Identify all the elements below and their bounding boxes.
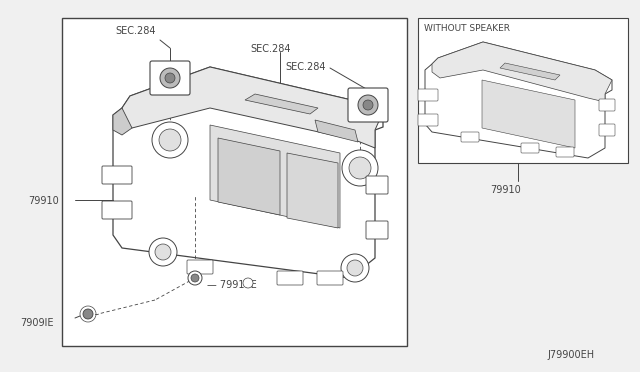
FancyBboxPatch shape [102, 166, 132, 184]
Polygon shape [113, 67, 383, 278]
Circle shape [349, 157, 371, 179]
Circle shape [342, 150, 378, 186]
FancyBboxPatch shape [599, 99, 615, 111]
Bar [418, 18, 628, 163]
Circle shape [155, 244, 171, 260]
FancyBboxPatch shape [461, 132, 479, 142]
Polygon shape [218, 138, 280, 215]
Circle shape [159, 129, 181, 151]
FancyBboxPatch shape [366, 176, 388, 194]
Polygon shape [482, 80, 575, 148]
Circle shape [358, 95, 378, 115]
Text: J79900EH: J79900EH [548, 350, 595, 360]
Circle shape [243, 278, 253, 288]
Bar [62, 18, 407, 346]
Circle shape [83, 309, 93, 319]
Text: — 79910E: — 79910E [207, 280, 257, 290]
Circle shape [341, 254, 369, 282]
Text: 79910: 79910 [28, 196, 59, 206]
Text: SEC.284: SEC.284 [285, 62, 326, 72]
FancyBboxPatch shape [277, 271, 303, 285]
Circle shape [363, 100, 373, 110]
Text: SEC.284: SEC.284 [250, 44, 291, 54]
Polygon shape [500, 63, 560, 80]
FancyBboxPatch shape [317, 271, 343, 285]
Polygon shape [122, 67, 383, 148]
Circle shape [160, 68, 180, 88]
Circle shape [152, 122, 188, 158]
FancyBboxPatch shape [348, 88, 388, 122]
Polygon shape [210, 125, 340, 228]
Polygon shape [315, 120, 358, 142]
Polygon shape [432, 42, 612, 102]
Text: SEC.284: SEC.284 [115, 26, 156, 36]
Polygon shape [425, 42, 612, 158]
FancyBboxPatch shape [366, 221, 388, 239]
Circle shape [165, 73, 175, 83]
Text: WITHOUT SPEAKER: WITHOUT SPEAKER [424, 24, 510, 33]
FancyBboxPatch shape [418, 89, 438, 101]
Polygon shape [113, 108, 132, 135]
Text: 7909lE: 7909lE [20, 318, 54, 328]
FancyBboxPatch shape [102, 201, 132, 219]
Polygon shape [245, 94, 318, 114]
Circle shape [347, 260, 363, 276]
FancyBboxPatch shape [187, 260, 213, 274]
FancyBboxPatch shape [418, 114, 438, 126]
Text: 79910: 79910 [490, 185, 521, 195]
Circle shape [149, 238, 177, 266]
Circle shape [188, 271, 202, 285]
FancyBboxPatch shape [556, 147, 574, 157]
FancyBboxPatch shape [521, 143, 539, 153]
FancyBboxPatch shape [150, 61, 190, 95]
FancyBboxPatch shape [599, 124, 615, 136]
Circle shape [191, 274, 199, 282]
Polygon shape [287, 153, 338, 228]
